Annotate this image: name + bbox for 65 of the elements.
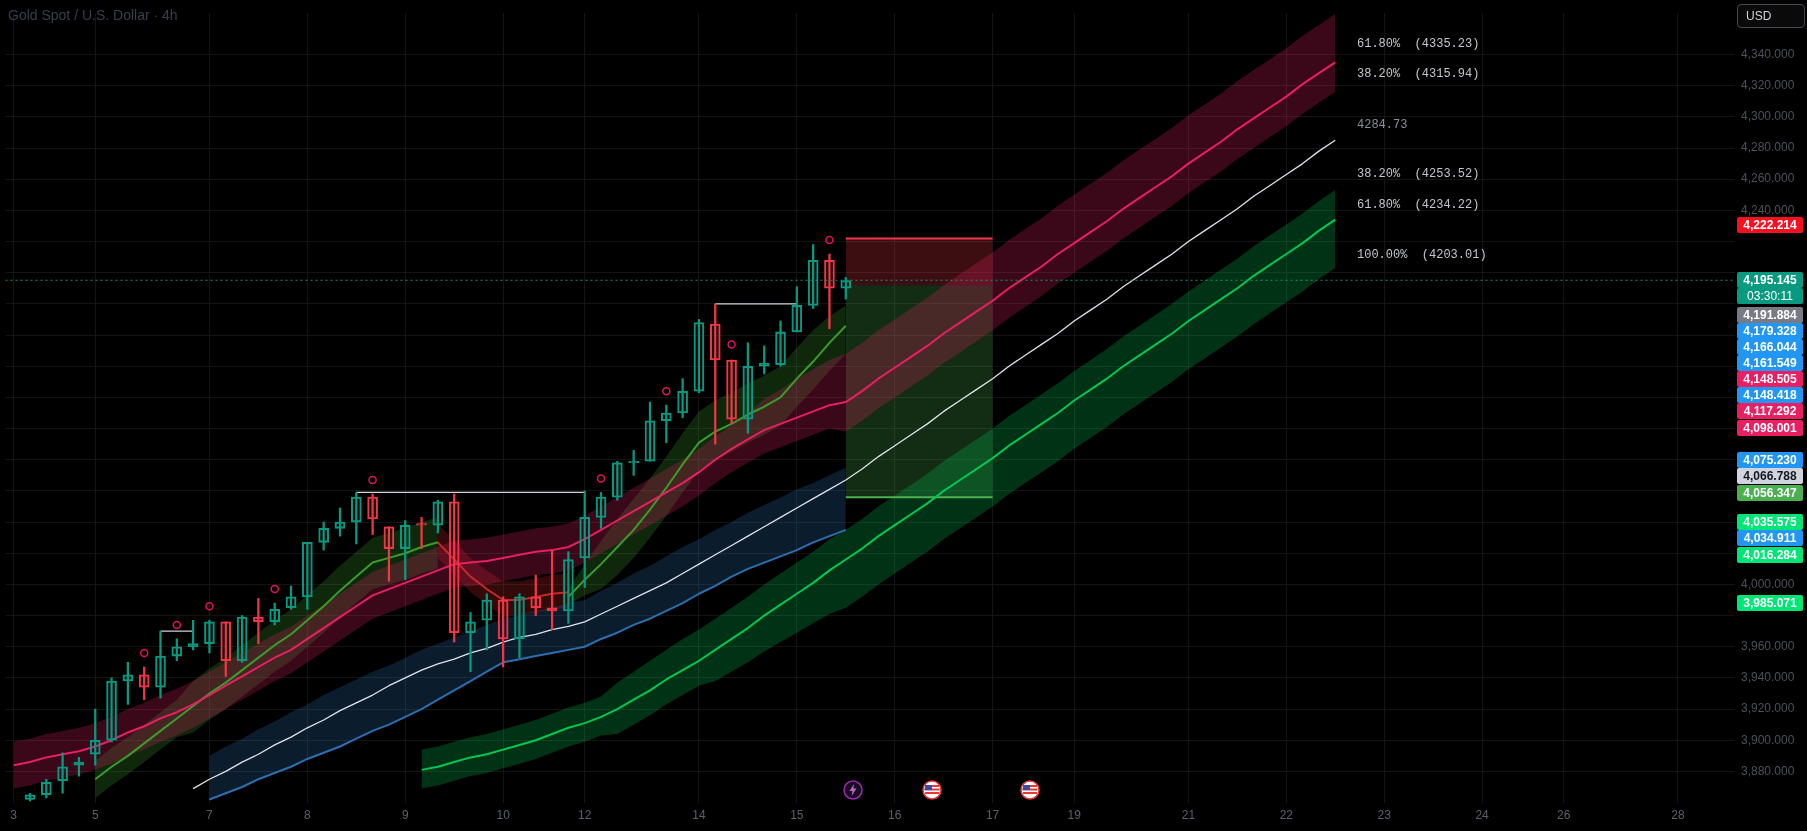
y-tick-label: 3,920.000	[1741, 701, 1795, 716]
y-tick-label: 3,900.000	[1741, 732, 1795, 747]
text: 4,035.575	[1737, 514, 1803, 530]
ref-line-label: 4,195.145	[1737, 272, 1803, 289]
x-tick-label: 17	[985, 808, 1000, 823]
point	[172, 620, 182, 630]
x-tick-label: 19	[1067, 808, 1082, 823]
annotation: 4284.73	[1357, 117, 1408, 133]
text: USD	[1737, 4, 1805, 28]
chart-title: Gold Spot / U.S. Dollar · 4h	[8, 7, 178, 23]
y-tick-label: 4,320.000	[1741, 77, 1795, 92]
y-tick-label: 4,240.000	[1741, 202, 1795, 217]
text: 4,016.284	[1737, 547, 1803, 563]
text: 4,148.505	[1737, 371, 1803, 387]
x-tick-label: 14	[692, 808, 706, 823]
y-tick-label: 3,960.000	[1741, 639, 1795, 654]
text: 4,117.292	[1737, 403, 1803, 419]
text: 4,075.230	[1737, 452, 1803, 468]
x-tick-label: 7	[206, 808, 214, 823]
text: 03:30:11	[1737, 288, 1803, 305]
annotation: 38.20% (4315.94)	[1357, 66, 1480, 82]
x-tick-label: 26	[1557, 808, 1571, 823]
annotation: 61.80% (4234.22)	[1357, 197, 1480, 213]
y-tick-label: 3,940.000	[1741, 670, 1795, 685]
x-tick-label: 5	[91, 808, 99, 823]
x-tick-label: 15	[790, 808, 804, 823]
x-tick-label: 9	[401, 808, 409, 823]
text: 4,179.328	[1737, 323, 1803, 339]
point	[270, 584, 279, 594]
point	[662, 386, 671, 396]
text: 4,066.788	[1737, 468, 1803, 484]
x-tick-label: 12	[578, 808, 592, 823]
x-tick-label: 21	[1181, 808, 1196, 823]
text: 4,056.347	[1737, 485, 1803, 501]
annotation: 38.20% (4253.52)	[1357, 166, 1480, 182]
y-tick-label: 4,280.000	[1741, 140, 1795, 155]
text: 4,191.884	[1737, 307, 1803, 323]
x-tick-label: 22	[1279, 808, 1294, 823]
point	[596, 474, 606, 483]
y-tick-label: 4,000.000	[1741, 576, 1795, 591]
x-tick-label: 10	[496, 808, 511, 823]
y-tick-label: 4,260.000	[1741, 171, 1795, 186]
y-tick-label: 4,300.000	[1741, 109, 1795, 124]
text: 4,161.549	[1737, 355, 1803, 371]
x-tick-label: 24	[1475, 808, 1490, 823]
text: 4,166.044	[1737, 339, 1803, 355]
annotation: 100.00% (4203.01)	[1357, 247, 1487, 263]
y-tick-label: 3,880.000	[1741, 763, 1795, 778]
x-tick-label: 8	[304, 808, 311, 823]
annotation: 61.80% (4335.23)	[1357, 36, 1480, 52]
y-tick-label: 4,340.000	[1741, 46, 1795, 61]
text: 4,034.911	[1737, 530, 1803, 546]
point	[205, 601, 214, 611]
x-tick-label: 23	[1377, 808, 1392, 823]
x-tick-label: 16	[888, 808, 902, 823]
text: 3,985.071	[1737, 595, 1803, 611]
x-tick-label: 28	[1671, 808, 1685, 823]
point	[825, 235, 834, 245]
point	[727, 340, 736, 349]
point	[368, 475, 377, 485]
text: 4,148.418	[1737, 387, 1803, 403]
x-tick-label: 3	[10, 808, 18, 823]
point	[139, 648, 149, 658]
text: 4,098.001	[1737, 420, 1803, 436]
text: 4,222.214	[1737, 217, 1803, 233]
